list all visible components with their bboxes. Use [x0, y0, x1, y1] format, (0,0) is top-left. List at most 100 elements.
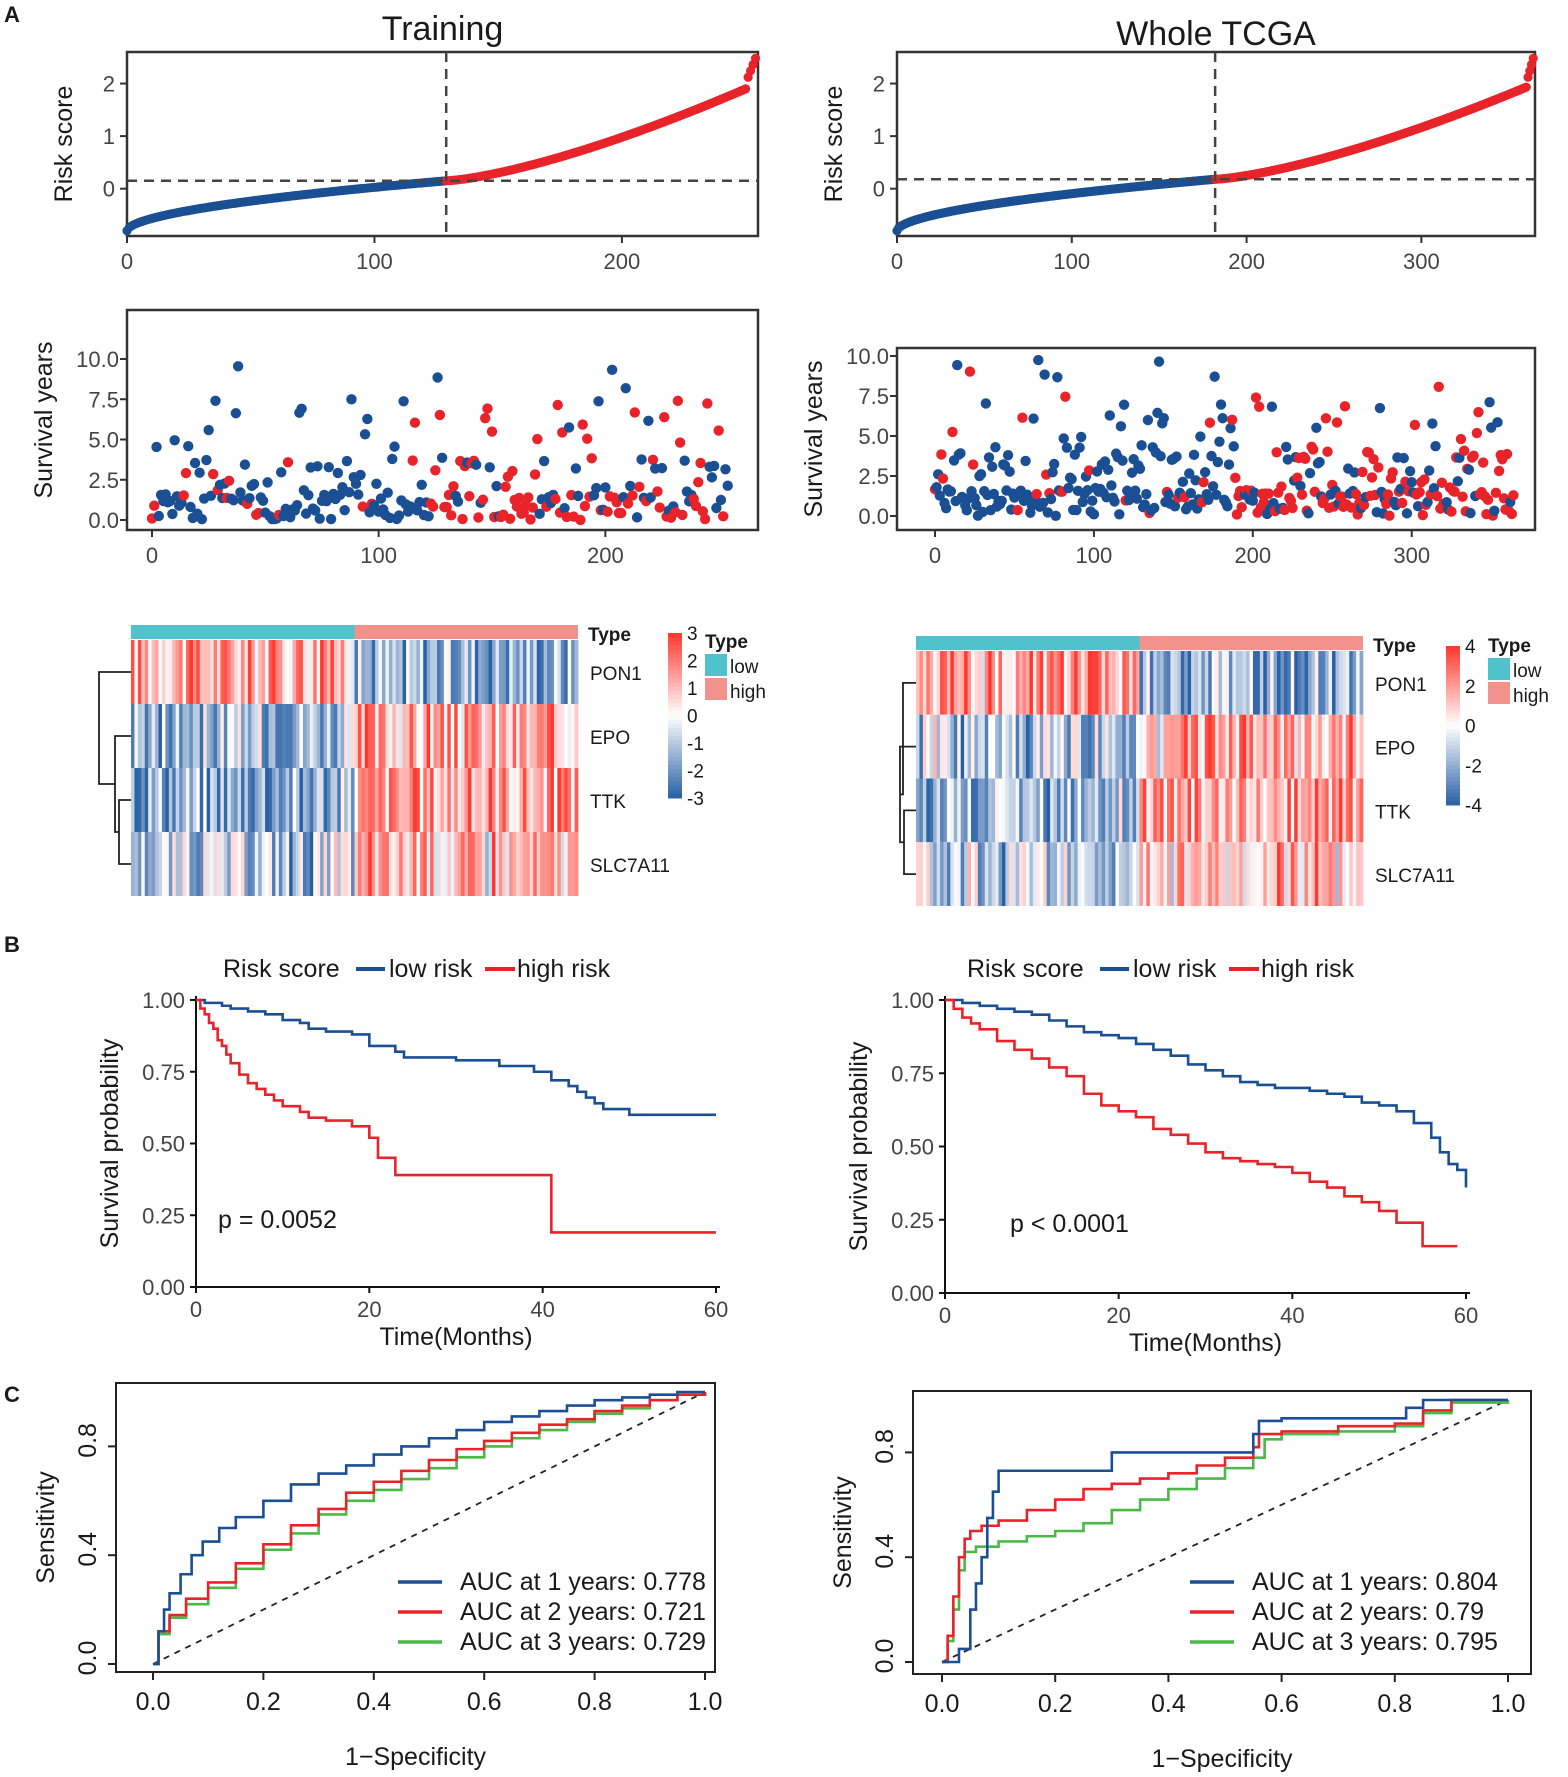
survival-point: [695, 457, 706, 469]
survival-point: [1050, 510, 1061, 521]
heatmap-cell: [1087, 842, 1092, 906]
survival-point: [1226, 414, 1238, 425]
heatmap-cell: [316, 640, 321, 704]
heatmap-cell: [1132, 651, 1137, 715]
heatmap-cell: [1039, 842, 1044, 906]
survival-point: [1199, 467, 1211, 478]
heatmap-cell: [1290, 714, 1295, 779]
x-tick-label: 300: [1393, 543, 1430, 568]
survival-point: [1212, 456, 1224, 468]
heatmap-cell: [1029, 778, 1034, 843]
heatmap-cell: [461, 640, 465, 704]
heatmap-cell: [251, 704, 256, 768]
heatmap-cell: [320, 640, 324, 704]
heatmap-cell: [916, 842, 920, 906]
heatmap-cell: [522, 704, 527, 768]
heatmap-cell: [292, 832, 297, 896]
survival-point: [436, 452, 448, 464]
heatmap-cell: [1263, 778, 1268, 843]
heatmap-cell: [461, 704, 465, 768]
heatmap-cell: [1105, 714, 1109, 779]
heatmap-cell: [967, 714, 972, 779]
heatmap-cell: [1359, 651, 1364, 715]
heatmap-cell: [957, 778, 962, 843]
color-scale-band: [1446, 797, 1460, 802]
heatmap-cell: [385, 704, 390, 768]
heatmap-cell: [1136, 778, 1140, 843]
survival-point: [947, 426, 958, 438]
x-tick-label: 0.8: [1377, 1690, 1412, 1718]
survival-point: [1042, 507, 1054, 518]
heatmap-cell: [216, 768, 221, 832]
x-tick-label: 200: [1234, 543, 1271, 568]
heatmap-cell: [179, 832, 183, 896]
survival-point: [575, 514, 586, 526]
x-tick-label: 0.0: [136, 1688, 171, 1716]
y-axis-label: Survival probability: [845, 1041, 873, 1251]
heatmap-cell: [275, 768, 280, 832]
heatmap-cell: [571, 768, 575, 832]
survival-point: [1501, 448, 1513, 460]
heatmap-cell: [1204, 651, 1209, 715]
color-scale-band: [668, 793, 682, 799]
heatmap-cell: [402, 832, 407, 896]
heatmap-cell: [502, 768, 507, 832]
heatmap-cell: [1111, 651, 1116, 715]
y-tick-label: 2: [103, 72, 115, 97]
heatmap-cell: [1345, 842, 1350, 906]
heatmap-cell: [1019, 714, 1023, 779]
heatmap-cell: [1063, 842, 1068, 906]
heatmap-cell: [196, 832, 201, 896]
color-scale-band: [668, 723, 682, 729]
heatmap-cell: [1194, 651, 1199, 715]
heatmap-cell: [268, 832, 273, 896]
heatmap-cell: [547, 640, 551, 704]
heatmap-cell: [916, 651, 920, 715]
color-scale-tick: -3: [687, 789, 704, 810]
heatmap-cell: [1087, 778, 1092, 843]
heatmap-cell: [1091, 714, 1096, 779]
heatmap-cell: [1252, 651, 1257, 715]
heatmap-cell: [471, 832, 476, 896]
heatmap-cell: [1087, 651, 1092, 715]
survival-point: [332, 467, 344, 479]
heatmap-cell: [275, 640, 280, 704]
heatmap-cell: [1294, 842, 1299, 906]
heatmap-cell: [1215, 842, 1219, 906]
heatmap-cell: [550, 704, 555, 768]
gene-label: SLC7A11: [1375, 866, 1455, 887]
heatmap-cell: [189, 832, 194, 896]
heatmap-cell: [936, 778, 941, 843]
heatmap-cell: [316, 832, 321, 896]
survival-point: [1311, 422, 1322, 434]
heatmap-cell: [419, 704, 424, 768]
heatmap-cell: [1108, 714, 1113, 779]
survival-point: [1052, 372, 1063, 383]
heatmap-cell: [1256, 651, 1261, 715]
heatmap-cell: [351, 640, 355, 704]
heatmap-cell: [1070, 714, 1075, 779]
heatmap-cell: [1098, 842, 1103, 906]
heatmap-cell: [131, 640, 135, 704]
heatmap-cell: [967, 651, 972, 715]
heatmap-cell: [309, 704, 314, 768]
heatmap-cell: [1191, 651, 1195, 715]
heatmap-cell: [175, 832, 180, 896]
survival-point: [169, 435, 180, 446]
heatmap-cell: [278, 640, 283, 704]
heatmap-cell: [151, 704, 156, 768]
heatmap-cell: [454, 704, 459, 768]
heatmap-cell: [354, 832, 359, 896]
survival-point: [631, 512, 643, 523]
type-legend-low: low: [730, 657, 759, 678]
heatmap-cell: [971, 714, 975, 779]
y-tick-label: 7.5: [858, 384, 889, 409]
heatmap-cell: [547, 832, 551, 896]
survival-point: [693, 476, 704, 488]
color-scale-band: [1446, 713, 1460, 719]
survival-point: [183, 441, 194, 452]
heatmap-cell: [1249, 714, 1254, 779]
heatmap-cell: [155, 832, 159, 896]
heatmap-cell: [1177, 842, 1182, 906]
heatmap-cell: [547, 768, 551, 832]
